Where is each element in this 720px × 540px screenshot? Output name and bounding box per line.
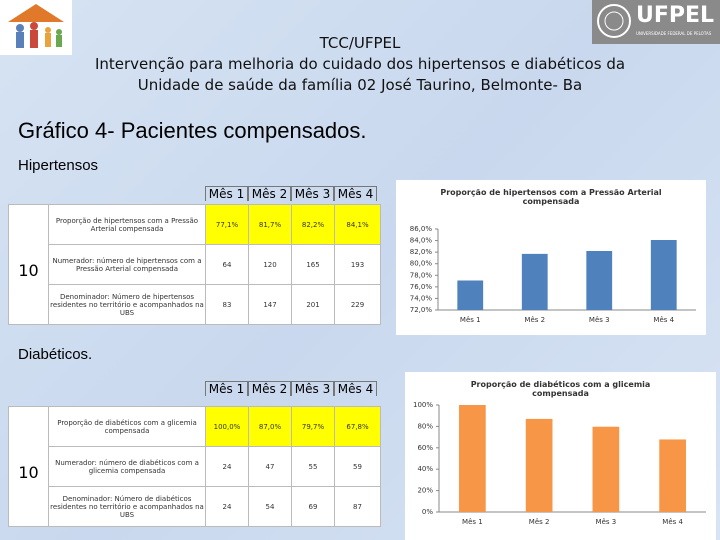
- x-tick-label: Mês 3: [596, 518, 617, 526]
- chart: Proporção de diabéticos com a glicemia c…: [405, 372, 716, 540]
- y-tick-label: 20%: [417, 487, 433, 495]
- heading: Gráfico 4- Pacientes compensados.: [18, 118, 367, 143]
- table: 10 Proporção de hipertensos com a Pressão…: [8, 204, 381, 325]
- table-cell: 47: [248, 446, 292, 487]
- header-line: Unidade de saúde da família 02 José Taur…: [137, 76, 583, 94]
- table-cell: 81,7%: [248, 204, 292, 245]
- y-tick-label: 74,0%: [410, 294, 433, 302]
- table-row: 10 Proporção de diabéticos com a glicemia…: [8, 406, 381, 527]
- group-cell: 10: [8, 204, 49, 325]
- logo-subtext: UNIVERSIDADE FEDERAL DE PELOTAS: [636, 31, 712, 36]
- column-header: Mês 3: [291, 186, 334, 201]
- y-tick-label: 82,0%: [410, 248, 433, 256]
- table-row: Denominador: Número de hipertensos resid…: [9, 284, 381, 325]
- table-cell: 120: [248, 244, 292, 285]
- chart-svg: 0% 20% 40% 60% 80% 100% Mês 1 Mês 2 Mês 3 Mês 4: [413, 401, 706, 526]
- table-cell: 147: [248, 284, 292, 325]
- table-cell: 54: [248, 486, 292, 527]
- column-header: Mês 1: [205, 381, 248, 396]
- y-tick-label: 72,0%: [410, 306, 433, 314]
- x-tick-label: Mês 1: [460, 316, 481, 324]
- table-cell: 24: [205, 486, 249, 527]
- logo-right: UFPEL UNIVERSIDADE FEDERAL DE PELOTAS: [592, 0, 720, 44]
- bar: [586, 250, 613, 310]
- row-label: Numerador: número de diabéticos com a gl…: [48, 446, 206, 487]
- table-cell: 84,1%: [334, 204, 381, 245]
- table-cell: 55: [291, 446, 335, 487]
- logo-text: UFPEL: [636, 3, 715, 28]
- row-label: Denominador: Número de diabéticos reside…: [48, 486, 206, 527]
- y-tick-label: 84,0%: [410, 237, 433, 245]
- table-cell: 64: [205, 244, 249, 285]
- column-header: Mês 4: [334, 381, 377, 396]
- column-header: Mês 1: [205, 186, 248, 201]
- x-tick-label: Mês 4: [653, 316, 674, 324]
- table-cell: 229: [334, 284, 381, 325]
- table-cell: 201: [291, 284, 335, 325]
- table: 10 Proporção de diabéticos com a glicemia…: [8, 406, 381, 527]
- table-row: Numerador: número de diabéticos com a gl…: [9, 446, 381, 487]
- y-tick-label: 78,0%: [410, 271, 433, 279]
- y-tick-label: 0%: [422, 508, 433, 516]
- section-label: Hipertensos: [18, 157, 99, 174]
- x-tick-label: Mês 4: [662, 518, 683, 526]
- column-headers: Mês 1 Mês 2 Mês 3 Mês 4: [205, 381, 377, 396]
- table-row: Numerador: número de hipertensos com a P…: [9, 244, 381, 285]
- table-cell: 69: [291, 486, 335, 527]
- row-label: Proporção de diabéticos com a glicemia c…: [48, 406, 206, 447]
- chart: Proporção de hipertensos com a Pressão A…: [396, 180, 706, 335]
- table-cell: 87: [334, 486, 381, 527]
- header-line: Intervenção para melhoria do cuidado dos…: [94, 55, 626, 73]
- y-tick-label: 100%: [413, 401, 433, 409]
- column-headers: Mês 1 Mês 2 Mês 3 Mês 4: [205, 186, 377, 201]
- table-row: Denominador: Número de diabéticos reside…: [9, 486, 381, 527]
- table-cell: 100,0%: [205, 406, 249, 447]
- table-row: 10 Proporção de hipertensos com a Pressão…: [8, 204, 381, 325]
- y-tick-label: 80,0%: [410, 260, 433, 268]
- table-cell: 83: [205, 284, 249, 325]
- row-label: Proporção de hipertensos com a Pressão A…: [48, 204, 206, 245]
- table-cell: 79,7%: [291, 406, 335, 447]
- logo-seal: [597, 4, 631, 38]
- bar: [521, 253, 548, 310]
- table-cell: 77,1%: [205, 204, 249, 245]
- table-cell: 67,8%: [334, 406, 381, 447]
- table-cell: 24: [205, 446, 249, 487]
- y-tick-label: 60%: [417, 444, 433, 452]
- table-cell: 193: [334, 244, 381, 285]
- y-tick-label: 80%: [417, 422, 433, 430]
- bar: [459, 405, 486, 512]
- table-cell: 87,0%: [248, 406, 292, 447]
- logo-left: [0, 0, 72, 55]
- row-label: Denominador: Número de hipertensos resid…: [48, 284, 206, 325]
- chart-svg: 72,0% 74,0% 76,0% 78,0% 80,0% 82,0% 84,0% 86,0%…: [410, 225, 696, 324]
- column-header: Mês 2: [248, 381, 291, 396]
- bar: [592, 426, 620, 512]
- table-cell: 165: [291, 244, 335, 285]
- header-line: TCC/UFPEL: [319, 34, 401, 52]
- bar: [650, 239, 677, 310]
- bar: [525, 418, 553, 512]
- group-cell: 10: [8, 406, 49, 527]
- column-header: Mês 3: [291, 381, 334, 396]
- table-cell: 59: [334, 446, 381, 487]
- row-label: Numerador: número de hipertensos com a P…: [48, 244, 206, 285]
- y-tick-label: 76,0%: [410, 283, 433, 291]
- x-tick-label: Mês 2: [524, 316, 545, 324]
- bar: [457, 280, 484, 310]
- x-tick-label: Mês 2: [529, 518, 550, 526]
- chart-title: Proporção de hipertensos com a Pressão A…: [440, 188, 662, 206]
- column-header: Mês 4: [334, 186, 377, 201]
- y-tick-label: 86,0%: [410, 225, 433, 233]
- chart-title: Proporção de diabéticos com a glicemia c…: [470, 380, 651, 398]
- bar: [659, 439, 686, 512]
- x-tick-label: Mês 3: [589, 316, 610, 324]
- table-cell: 82,2%: [291, 204, 335, 245]
- section-label: Diabéticos.: [18, 346, 93, 363]
- y-tick-label: 40%: [417, 465, 433, 473]
- column-header: Mês 2: [248, 186, 291, 201]
- x-tick-label: Mês 1: [462, 518, 483, 526]
